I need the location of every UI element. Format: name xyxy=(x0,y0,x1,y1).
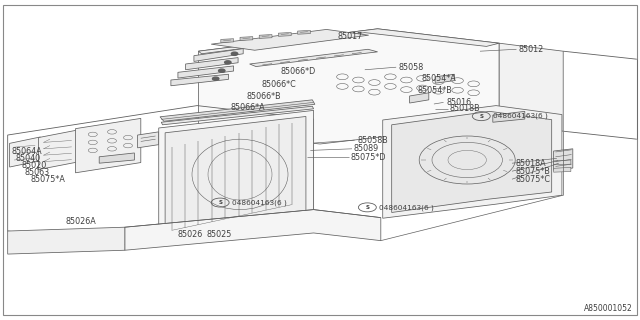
Text: 85066*D: 85066*D xyxy=(280,67,316,76)
Text: 85040: 85040 xyxy=(16,154,41,163)
Polygon shape xyxy=(493,111,525,122)
Polygon shape xyxy=(435,74,454,83)
Polygon shape xyxy=(392,111,552,212)
Text: 85018B: 85018B xyxy=(450,104,481,113)
Polygon shape xyxy=(221,39,234,43)
Polygon shape xyxy=(178,66,234,78)
Polygon shape xyxy=(298,30,310,34)
Text: 85075*B: 85075*B xyxy=(515,167,550,176)
Polygon shape xyxy=(554,167,571,172)
Text: 85026A: 85026A xyxy=(65,217,96,226)
Polygon shape xyxy=(171,74,228,86)
Polygon shape xyxy=(38,130,78,170)
Circle shape xyxy=(232,52,238,55)
Polygon shape xyxy=(125,210,381,250)
Text: 85017: 85017 xyxy=(338,32,363,41)
Circle shape xyxy=(212,77,219,80)
Text: 048604163(6 ): 048604163(6 ) xyxy=(232,199,287,206)
Polygon shape xyxy=(10,137,40,167)
Polygon shape xyxy=(198,29,499,54)
Polygon shape xyxy=(194,49,243,61)
Text: 85026: 85026 xyxy=(178,230,203,239)
Polygon shape xyxy=(198,29,499,144)
Text: 85064A: 85064A xyxy=(12,147,42,156)
Polygon shape xyxy=(138,132,159,148)
Text: 85058: 85058 xyxy=(398,63,423,72)
Text: 85025: 85025 xyxy=(207,230,232,239)
Polygon shape xyxy=(410,93,429,103)
Text: 85075*D: 85075*D xyxy=(351,153,386,162)
Text: 85075*C: 85075*C xyxy=(515,175,550,184)
Polygon shape xyxy=(211,29,369,50)
Text: 85063: 85063 xyxy=(24,168,49,177)
Text: 85075*A: 85075*A xyxy=(31,175,65,184)
Text: 048604163(6 ): 048604163(6 ) xyxy=(379,204,434,211)
Text: S: S xyxy=(218,200,222,205)
Circle shape xyxy=(225,61,231,64)
Text: 85054*B: 85054*B xyxy=(418,86,452,95)
Polygon shape xyxy=(278,33,291,36)
Polygon shape xyxy=(250,49,378,67)
Polygon shape xyxy=(186,58,238,70)
Polygon shape xyxy=(240,37,253,41)
Polygon shape xyxy=(161,106,314,125)
Text: 85054*A: 85054*A xyxy=(421,74,456,83)
Text: A850001052: A850001052 xyxy=(584,304,632,313)
Text: 85066*B: 85066*B xyxy=(246,92,281,100)
Polygon shape xyxy=(259,35,272,38)
Polygon shape xyxy=(160,100,315,121)
Text: S: S xyxy=(365,205,369,210)
Text: S: S xyxy=(479,114,483,119)
Text: 85012: 85012 xyxy=(518,45,543,54)
Polygon shape xyxy=(76,118,141,173)
Text: 85058B: 85058B xyxy=(357,136,388,145)
Circle shape xyxy=(219,69,225,72)
Polygon shape xyxy=(165,116,306,232)
Polygon shape xyxy=(554,149,573,170)
Text: 85066*A: 85066*A xyxy=(230,103,265,112)
Text: 85018A: 85018A xyxy=(515,159,546,168)
Text: 85016: 85016 xyxy=(446,98,471,107)
Polygon shape xyxy=(554,160,571,165)
Polygon shape xyxy=(499,43,563,131)
Polygon shape xyxy=(99,153,134,163)
Polygon shape xyxy=(159,110,314,237)
Polygon shape xyxy=(383,106,562,218)
Text: 85066*C: 85066*C xyxy=(262,80,296,89)
Text: 85020: 85020 xyxy=(21,161,46,170)
Text: 048604163(6 ): 048604163(6 ) xyxy=(493,113,548,119)
Text: 85089: 85089 xyxy=(354,144,379,153)
Polygon shape xyxy=(8,227,125,254)
